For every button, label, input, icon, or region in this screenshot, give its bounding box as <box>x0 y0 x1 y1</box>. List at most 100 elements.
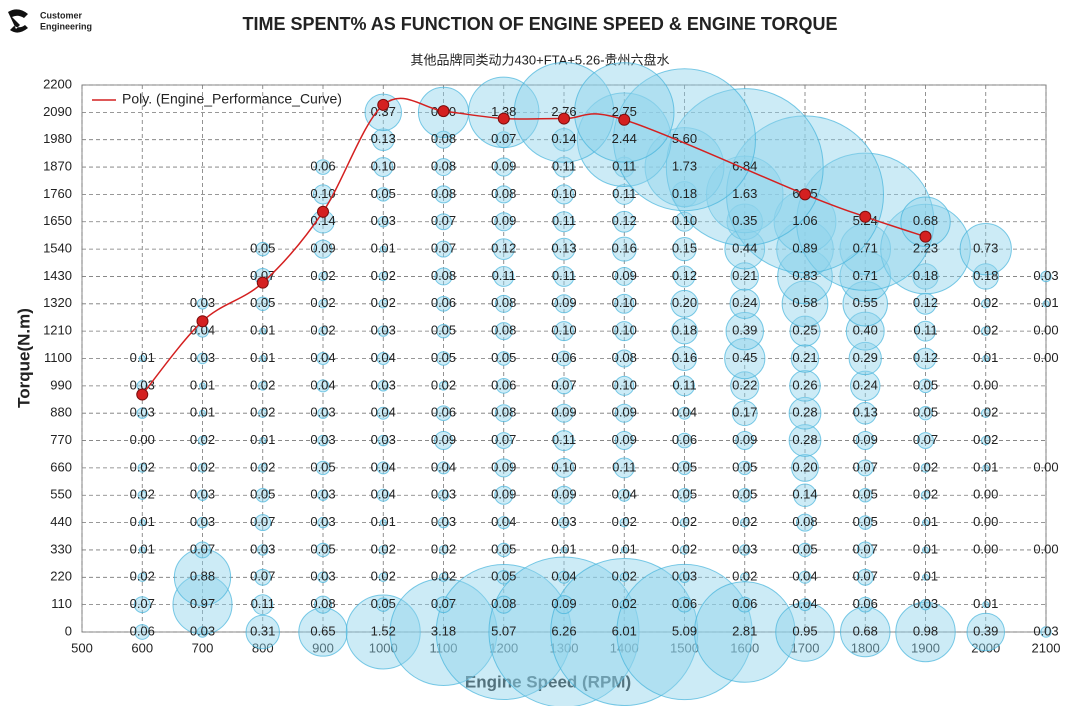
data-label: 0.07 <box>190 541 215 556</box>
data-label: 0.02 <box>732 569 757 584</box>
x-tick-label: 1400 <box>610 640 639 655</box>
bubble <box>677 488 692 503</box>
data-label: 0.05 <box>792 541 817 556</box>
data-label: 0.05 <box>672 459 697 474</box>
data-label: 0.25 <box>792 323 817 338</box>
bubble <box>1040 626 1052 638</box>
bubble <box>379 519 387 527</box>
bubble <box>730 371 760 401</box>
data-label: 3.18 <box>431 623 456 638</box>
bubble <box>797 542 813 558</box>
y-tick-label: 1430 <box>43 268 72 283</box>
bubble <box>197 463 208 473</box>
bubble <box>196 352 209 365</box>
bubble <box>378 545 388 555</box>
bubble <box>134 624 151 640</box>
data-label: 6.01 <box>612 623 637 638</box>
bubble <box>255 241 270 257</box>
data-label: 0.07 <box>491 432 516 447</box>
data-label: 0.02 <box>732 514 757 529</box>
bubble <box>735 431 755 451</box>
bubble <box>197 435 208 446</box>
bubble <box>438 572 449 583</box>
bubble <box>494 485 514 505</box>
trend-point <box>196 315 209 328</box>
data-label: 0.01 <box>130 350 155 365</box>
data-label: 0.05 <box>431 323 456 338</box>
bubble <box>679 545 690 555</box>
data-label: 0.22 <box>732 377 757 392</box>
bubble <box>611 236 637 262</box>
data-label: 0.45 <box>732 350 757 365</box>
bubble <box>614 431 634 451</box>
bubble <box>671 181 698 208</box>
data-label: 0.02 <box>310 295 335 310</box>
bubble <box>895 601 956 663</box>
data-label: 0.88 <box>190 569 215 584</box>
x-tick-label: 2000 <box>971 640 1000 655</box>
data-label: 0.04 <box>371 350 396 365</box>
bubble <box>494 157 514 177</box>
bubble <box>922 546 929 554</box>
data-label: 0.11 <box>552 432 576 447</box>
bubble <box>496 570 511 585</box>
data-label: 0.28 <box>792 432 817 447</box>
data-label: 0.16 <box>672 350 697 365</box>
bubble <box>855 431 875 451</box>
data-label: 0.10 <box>672 213 697 228</box>
data-label: 0.05 <box>732 487 757 502</box>
bubble <box>259 327 267 335</box>
data-label: 0.89 <box>792 241 817 256</box>
bubble <box>678 406 691 420</box>
bubble <box>318 326 328 336</box>
bubble <box>620 546 628 554</box>
data-label: 5.09 <box>672 623 697 638</box>
data-label: 0.02 <box>310 323 335 338</box>
data-label: 0.03 <box>190 487 215 502</box>
data-label: 0.06 <box>672 596 697 611</box>
bubble <box>378 572 388 583</box>
x-tick-label: 2100 <box>1032 640 1061 655</box>
bubble <box>981 408 991 418</box>
bubble <box>172 574 233 635</box>
bubble <box>138 519 146 527</box>
bubble <box>494 212 514 232</box>
bubble <box>856 568 874 586</box>
data-label: 0.10 <box>612 295 637 310</box>
data-label: 0.55 <box>853 295 878 310</box>
bubble <box>252 594 274 616</box>
chart-subtitle: 其他品牌同类动力430+FTA+5.26-贵州六盘水 <box>410 52 669 67</box>
data-label: 0.04 <box>491 514 516 529</box>
bubble <box>552 127 576 152</box>
bubble <box>614 321 635 342</box>
trend-point <box>317 205 329 218</box>
data-label: 0.05 <box>371 186 396 201</box>
data-label: 0.00 <box>973 541 998 556</box>
bubble <box>495 378 512 394</box>
bubble <box>494 404 513 423</box>
bubble <box>468 76 540 149</box>
bubble <box>554 294 574 314</box>
bubble <box>793 483 817 507</box>
y-tick-label: 1980 <box>43 131 72 146</box>
data-label: 0.11 <box>612 186 636 201</box>
bubble <box>435 240 452 258</box>
y-tick-label: 1540 <box>43 241 72 256</box>
bubble <box>614 403 634 423</box>
y-tick-label: 0 <box>65 623 72 638</box>
trend-point <box>919 230 932 243</box>
bubble <box>613 68 756 212</box>
bubble <box>858 488 873 503</box>
bubble <box>554 321 574 342</box>
data-label: 0.95 <box>792 623 817 638</box>
data-label: 0.01 <box>612 541 637 556</box>
data-label: 0.13 <box>551 241 576 256</box>
data-label: 0.10 <box>310 186 335 201</box>
data-label: 1.52 <box>371 623 396 638</box>
bubble <box>614 266 634 286</box>
bubble <box>377 216 389 228</box>
data-label: 0.18 <box>913 268 938 283</box>
bubble <box>496 351 511 366</box>
bubble <box>137 463 147 473</box>
bubble <box>982 464 990 472</box>
